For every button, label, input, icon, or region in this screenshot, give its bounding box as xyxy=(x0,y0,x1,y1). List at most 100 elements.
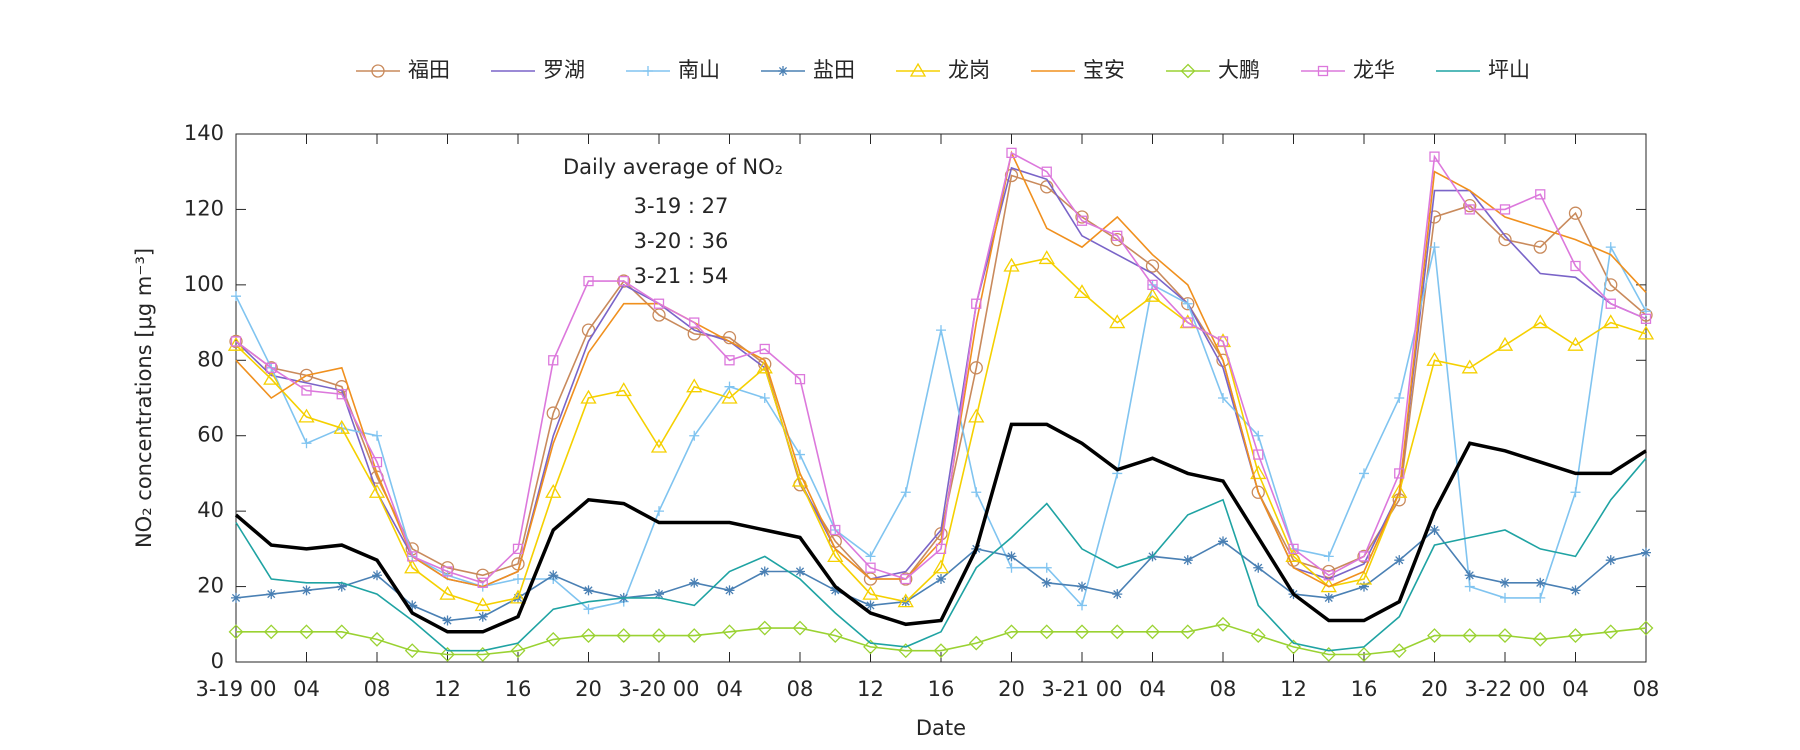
x-tick-label: 12 xyxy=(1280,677,1307,701)
legend-label: 福田 xyxy=(408,58,450,82)
marker xyxy=(1570,585,1581,596)
marker xyxy=(1356,647,1372,662)
marker xyxy=(686,628,702,644)
marker xyxy=(1532,314,1549,329)
mean-line xyxy=(234,422,1647,634)
marker xyxy=(971,298,982,309)
y-tick-label: 120 xyxy=(184,196,224,220)
marker xyxy=(1182,555,1193,566)
marker xyxy=(1464,570,1475,581)
marker xyxy=(1251,485,1265,499)
x-tick-label: 3-19 00 xyxy=(195,677,276,701)
marker xyxy=(1358,551,1370,562)
marker xyxy=(898,643,914,659)
marker xyxy=(442,615,453,626)
x-tick-label: 16 xyxy=(928,677,955,701)
legend-label: 坪山 xyxy=(1488,58,1530,82)
marker xyxy=(1180,63,1196,79)
marker xyxy=(1041,577,1052,588)
series-line xyxy=(235,174,1647,580)
series-line xyxy=(235,151,1647,584)
marker xyxy=(778,66,788,76)
marker xyxy=(687,327,701,341)
y-tick-label: 40 xyxy=(197,498,224,522)
marker xyxy=(1568,206,1583,220)
x-tick-label: 04 xyxy=(1562,677,1589,701)
legend-label: 南山 xyxy=(678,58,720,82)
marker xyxy=(581,628,596,644)
marker xyxy=(477,577,488,588)
marker xyxy=(1641,547,1651,558)
marker xyxy=(1253,562,1264,573)
marker xyxy=(1076,215,1088,226)
marker xyxy=(1637,325,1655,340)
marker xyxy=(1218,536,1228,547)
marker xyxy=(372,430,382,441)
marker xyxy=(1498,232,1512,247)
marker xyxy=(897,593,914,608)
marker xyxy=(1355,570,1373,585)
marker xyxy=(1394,393,1405,403)
marker xyxy=(1218,393,1228,403)
x-tick-label: 20 xyxy=(998,677,1025,701)
marker xyxy=(1461,359,1478,374)
marker xyxy=(724,355,735,366)
marker xyxy=(1109,624,1125,640)
marker xyxy=(1073,284,1091,299)
marker xyxy=(439,585,456,600)
marker xyxy=(971,487,982,498)
x-tick-label: 3-21 00 xyxy=(1041,677,1122,701)
marker xyxy=(827,628,843,644)
series-line xyxy=(235,257,1647,607)
marker xyxy=(404,559,421,574)
marker xyxy=(1006,147,1017,159)
marker xyxy=(583,604,594,615)
marker xyxy=(336,581,347,592)
marker xyxy=(371,64,385,78)
marker xyxy=(1145,259,1160,273)
marker xyxy=(830,524,841,536)
legend-label: 龙华 xyxy=(1353,58,1395,82)
marker xyxy=(900,487,911,498)
marker xyxy=(1568,628,1583,644)
marker xyxy=(1429,525,1440,535)
marker xyxy=(1147,279,1158,291)
marker xyxy=(969,361,983,375)
marker xyxy=(1077,600,1087,611)
marker xyxy=(1182,317,1193,328)
marker xyxy=(407,551,418,562)
marker xyxy=(1112,230,1123,241)
marker xyxy=(653,298,665,309)
marker xyxy=(263,624,279,640)
marker xyxy=(545,631,561,647)
marker xyxy=(932,559,950,574)
marker xyxy=(686,378,703,393)
y-tick-label: 0 xyxy=(211,649,224,673)
marker xyxy=(654,589,664,600)
marker xyxy=(1427,628,1442,644)
marker xyxy=(759,393,770,403)
marker xyxy=(1605,298,1616,309)
marker xyxy=(231,592,241,603)
marker xyxy=(1217,336,1229,347)
x-tick-label: 3-20 00 xyxy=(618,677,699,701)
legend: 福田 罗湖 南山 盐田 龙岗 宝安 大鹏 龙华 坪山 xyxy=(356,58,1530,82)
x-tick-label: 3-22 00 xyxy=(1464,677,1545,701)
marker xyxy=(1464,204,1475,215)
marker xyxy=(724,585,735,596)
x-tick-label: 20 xyxy=(575,677,602,701)
plot-frame xyxy=(235,133,1647,663)
marker xyxy=(266,589,277,600)
marker xyxy=(548,570,559,581)
annotation-line: 3-19 : 27 xyxy=(634,194,729,218)
marker xyxy=(1075,210,1089,224)
marker xyxy=(1500,577,1510,588)
marker xyxy=(1077,581,1087,592)
x-tick-label: 16 xyxy=(505,677,532,701)
marker xyxy=(1359,468,1369,479)
marker xyxy=(827,548,844,563)
marker xyxy=(757,620,773,636)
marker xyxy=(1039,624,1055,640)
marker xyxy=(909,62,927,77)
